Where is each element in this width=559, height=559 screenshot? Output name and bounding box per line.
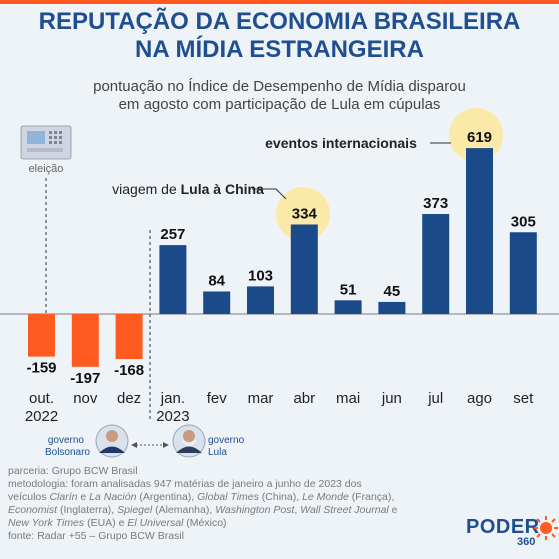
category-label-0-1: 2022 [25, 408, 58, 425]
lula-avatar [172, 424, 206, 458]
category-label-1-0: nov [73, 390, 98, 407]
title-line-2: NA MÍDIA ESTRANGEIRA [135, 36, 424, 63]
gov-bolsonaro-label-1: governo [48, 435, 85, 446]
bar-11 [509, 232, 537, 314]
bar-3 [159, 245, 187, 314]
gov-lula-label-2: Lula [208, 447, 227, 458]
bars-group: -159 out.2022 -197 nov -168 dez 257 jan.2023 84 f… [0, 129, 559, 425]
value-label-6: 334 [292, 205, 318, 222]
bar-2 [115, 314, 143, 360]
election-label: eleição [29, 163, 64, 175]
value-label-9: 373 [423, 195, 448, 212]
top-accent-bar [0, 0, 559, 4]
footer-outlets-3: New York Times (EUA) e El Universal (Méx… [8, 517, 227, 529]
footer-outlets-1: veículos Clarín e La Nación (Argentina),… [8, 491, 395, 503]
value-label-2: -168 [114, 362, 144, 379]
china-trip-annotation: viagem de Lula à China [112, 181, 264, 197]
bar-8 [378, 301, 406, 314]
international-events-annotation: eventos internacionais [265, 135, 417, 151]
value-label-1: -197 [70, 370, 100, 387]
value-label-5: 103 [248, 267, 273, 284]
title-line-1: REPUTAÇÃO DA ECONOMIA BRASILEIRA [38, 8, 521, 35]
bar-chart: eleição viagem de Lula à China eventos i… [0, 108, 559, 458]
category-label-2-0: dez [117, 390, 141, 407]
bar-1 [71, 314, 99, 367]
arrow-left-icon [131, 442, 137, 448]
bar-9 [422, 214, 450, 314]
footer-source: fonte: Radar +55 – Grupo BCW Brasil [8, 530, 184, 542]
gov-lula-label-1: governo [208, 435, 245, 446]
category-label-4-0: fev [207, 390, 228, 407]
footer-partnership: parceria: Grupo BCW Brasil [8, 465, 138, 477]
footer-methodology: metodologia: foram analisadas 947 matéri… [8, 478, 362, 490]
category-label-9-0: jul [427, 390, 443, 407]
category-label-11-0: set [513, 390, 534, 407]
category-label-3-0: jan. [160, 390, 185, 407]
value-label-0: -159 [26, 360, 56, 377]
chart-subtitle: pontuação no Índice de Desempenho de Míd… [0, 78, 559, 114]
logo-sun-icon [534, 516, 558, 540]
logo-sub: 360 [517, 536, 536, 548]
ballot-box-icon [20, 125, 72, 160]
subtitle-line-2: em agosto com participação de Lula em cú… [118, 96, 441, 113]
bar-10 [466, 148, 493, 314]
value-label-3: 257 [160, 226, 185, 243]
bar-6 [290, 224, 318, 314]
category-label-3-1: 2023 [156, 408, 189, 425]
category-label-8-0: jun [381, 390, 402, 407]
bar-4 [203, 291, 231, 314]
value-label-7: 51 [340, 281, 357, 298]
value-label-11: 305 [511, 213, 536, 230]
subtitle-line-1: pontuação no Índice de Desempenho de Míd… [93, 78, 466, 95]
chart-title: REPUTAÇÃO DA ECONOMIA BRASILEIRA NA MÍDI… [0, 8, 559, 64]
category-label-0-0: out. [29, 390, 54, 407]
bar-0 [28, 314, 55, 357]
gov-bolsonaro-label-2: Bolsonaro [45, 447, 90, 458]
logo-name: PODER [466, 516, 540, 538]
category-label-6-0: abr [293, 390, 315, 407]
footer-outlets-2: Economist (Inglaterra), Spiegel (Alemanh… [8, 504, 398, 516]
value-label-8: 45 [384, 283, 401, 300]
value-label-4: 84 [208, 272, 225, 289]
bolsonaro-avatar [95, 424, 129, 458]
footer-notes: parceria: Grupo BCW Brasil metodologia: … [8, 465, 448, 543]
category-label-5-0: mar [248, 390, 274, 407]
bar-5 [247, 286, 274, 314]
bar-7 [334, 300, 362, 314]
arrow-right-icon [163, 442, 169, 448]
category-label-7-0: mai [336, 390, 360, 407]
poder360-logo: PODER 360 [466, 516, 558, 556]
category-label-10-0: ago [467, 390, 492, 407]
value-label-10: 619 [467, 129, 492, 146]
china-trip-pointer [252, 188, 287, 200]
